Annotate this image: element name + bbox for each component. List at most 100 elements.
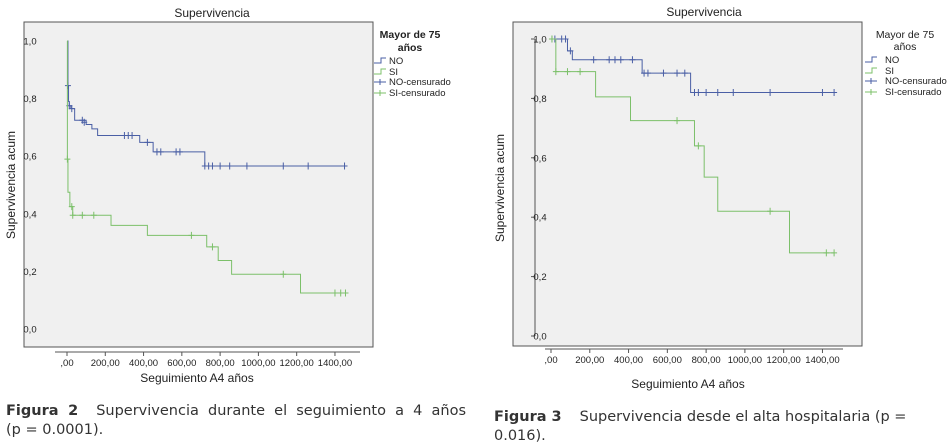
chart-1-series-si-censored-mark xyxy=(331,289,338,297)
chart-2-x-tick-label: ,00 xyxy=(544,355,557,366)
chart-1-y-tick-label: 0,8 xyxy=(23,94,36,105)
chart-1-plot-area xyxy=(23,21,374,348)
chart-1-x-tick-label: 600,00 xyxy=(167,358,196,369)
chart-2-legend-title-2: años xyxy=(894,41,917,53)
chart-2-series-no-censored-mark xyxy=(681,69,688,77)
chart-2-legend-no-censored-label: NO-censurado xyxy=(885,76,947,87)
chart-1-legend-title-1: Mayor de 75 xyxy=(380,29,441,41)
chart-2-y-ticks: 0,0 0,2 0,4 0,6 0,8 1,0 xyxy=(531,35,547,343)
chart-2-y-tick-label: 0,0 xyxy=(533,332,546,343)
chart-2-legend-no-censored-symbol xyxy=(865,78,877,84)
chart-1-y-tick-label: 0,2 xyxy=(23,267,36,278)
chart-2-y-tick-label: 0,2 xyxy=(533,272,546,283)
chart-2-x-tick-label: 1000,00 xyxy=(728,355,762,366)
chart-1-x-tick-label: 800,00 xyxy=(206,358,235,369)
chart-1-title: Supervivencia xyxy=(174,6,250,20)
chart-2-series-si-censored-mark xyxy=(577,68,584,76)
chart-2-series-no-censored-mark xyxy=(819,88,826,96)
chart-2-y-tick-label: 1,0 xyxy=(533,35,546,46)
chart-1-x-tick-label: 200,00 xyxy=(91,358,120,369)
chart-2-series-no-censored-mark xyxy=(730,88,737,96)
chart-1-legend: Mayor de 75 años NO SI NO-censurado SI-c… xyxy=(374,29,451,99)
chart-2-x-tick-label: 800,00 xyxy=(692,355,721,366)
chart-2-y-tick-label: 0,6 xyxy=(533,153,546,164)
chart-2-x-ticks: ,00 200,00 400,00 600,00 800,00 1000,00 1200,0… xyxy=(544,349,840,366)
figure-2-caption: Figura 2 Supervivencia durante el seguimi… xyxy=(6,402,466,421)
chart-1: Supervivencia ,00 200,00 400,00 600,00 800,0… xyxy=(4,6,451,385)
chart-2-series-si-censored-mark xyxy=(674,117,681,125)
chart-2-series-no-censored-mark xyxy=(617,56,624,64)
chart-1-x-tick-label: 400,00 xyxy=(129,358,158,369)
chart-1-legend-title-2: años xyxy=(398,42,423,54)
chart-2-title: Supervivencia xyxy=(666,5,742,19)
chart-2-series-si-censored-mark xyxy=(564,68,571,76)
chart-2-series-no-censored-mark xyxy=(629,56,636,64)
chart-1-series-no-censored-mark xyxy=(280,162,287,170)
chart-2-legend-si-censored-symbol xyxy=(865,89,877,95)
chart-2-y-tick-label: 0,8 xyxy=(533,94,546,105)
chart-2-series-si-censored-mark xyxy=(767,207,774,215)
chart-2-x-tick-label: 400,00 xyxy=(614,355,643,366)
chart-2-series xyxy=(548,35,838,257)
chart-1-series-no-censored-mark xyxy=(217,162,224,170)
chart-2-series-no-censored-mark xyxy=(567,47,574,55)
figure-2-caption-text-2: (p = 0.0001). xyxy=(6,422,104,438)
chart-2-series-no-censored-mark xyxy=(611,56,618,64)
chart-1-series-si-censored-mark xyxy=(69,211,76,219)
chart-2-series-no-censored-mark xyxy=(703,88,710,96)
chart-2: Supervivencia ,00 200,00 400,00 600,00 800,0… xyxy=(493,5,947,391)
chart-1-series-no-censored-mark xyxy=(68,105,75,113)
chart-1-series-no-censored-mark xyxy=(176,148,183,156)
chart-1-legend-no-censored-symbol xyxy=(374,79,386,85)
chart-1-legend-no-symbol xyxy=(374,57,386,64)
chart-1-series-si-censored-mark xyxy=(209,243,216,251)
figure-3-caption-text: Supervivencia desde el alta hospitalaria… xyxy=(494,409,907,444)
chart-1-series-si-censored-mark xyxy=(188,231,195,239)
chart-1-series-no-censored-mark xyxy=(144,138,151,146)
chart-1-series-si-censored-mark xyxy=(64,155,71,163)
chart-2-series-si-censored-mark xyxy=(548,35,555,43)
chart-1-series-si-line xyxy=(66,40,346,294)
chart-1-series-no-censored-mark xyxy=(305,162,312,170)
chart-1-x-label: Seguimiento A4 años xyxy=(140,371,253,385)
chart-2-series-si-line xyxy=(551,38,835,254)
chart-1-series-no-censored-mark xyxy=(157,148,164,156)
chart-1-x-tick-label: 1000,00 xyxy=(241,358,275,369)
chart-1-legend-no-censored-label: NO-censurado xyxy=(389,77,451,88)
chart-1-series-si-censored-mark xyxy=(342,289,349,297)
chart-2-series-si-censored-mark xyxy=(695,142,702,150)
figure-3-caption-label: Figura 3 xyxy=(494,409,562,425)
chart-2-series-si-censored-mark xyxy=(831,249,838,257)
chart-1-series-si-censored-mark xyxy=(68,203,75,211)
chart-1-x-tick-label: 1400,00 xyxy=(318,358,352,369)
chart-1-y-tick-label: 1,0 xyxy=(23,37,36,48)
chart-2-series-no-censored-mark xyxy=(562,35,569,43)
chart-1-legend-si-censored-symbol xyxy=(374,90,386,96)
chart-2-x-tick-label: 1200,00 xyxy=(767,355,801,366)
chart-2-legend-si-symbol xyxy=(865,67,877,74)
chart-1-y-label: Supervivencia acum xyxy=(4,131,18,239)
chart-2-series-no-censored-mark xyxy=(674,69,681,77)
chart-1-series-no-censored-mark xyxy=(129,131,136,139)
chart-2-x-tick-label: 1400,00 xyxy=(805,355,839,366)
chart-1-series-no-censored-mark xyxy=(226,162,233,170)
chart-1-series-no-censored-mark xyxy=(209,162,216,170)
chart-2-legend: Mayor de 75 años NO SI NO-censurado SI-c… xyxy=(865,29,947,98)
chart-1-series-no-censored-mark xyxy=(64,82,71,90)
chart-2-legend-title-1: Mayor de 75 xyxy=(876,29,935,41)
chart-2-series-no-censored-mark xyxy=(590,56,597,64)
chart-2-legend-no-symbol xyxy=(865,56,877,63)
chart-1-x-tick-label: ,00 xyxy=(60,358,73,369)
chart-1-legend-si-censored-label: SI-censurado xyxy=(389,88,446,99)
chart-1-y-tick-label: 0,4 xyxy=(23,209,36,220)
chart-2-series-no-censored-mark xyxy=(695,88,702,96)
chart-2-plot-area xyxy=(512,21,863,347)
chart-2-series-no-censored-mark xyxy=(831,88,838,96)
chart-1-x-tick-label: 1200,00 xyxy=(280,358,314,369)
chart-1-series-no-censored-mark xyxy=(243,162,250,170)
chart-2-series-si-censored-mark xyxy=(823,249,830,257)
chart-2-series-no-censored-mark xyxy=(767,88,774,96)
chart-2-y-tick-label: 0,4 xyxy=(533,213,546,224)
figure-2-caption-label: Figura 2 xyxy=(6,403,79,419)
